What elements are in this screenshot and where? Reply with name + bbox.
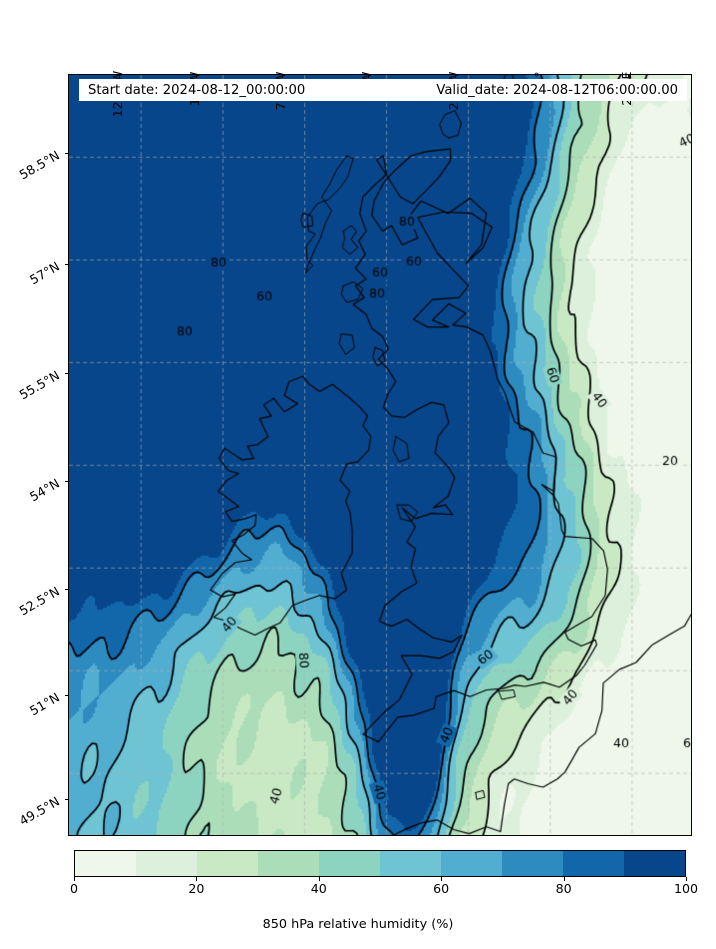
colorbar-tick <box>563 877 565 881</box>
latitude-tick-label: 55.5°N <box>16 367 63 403</box>
latitude-tick <box>64 799 68 800</box>
colorbar-tick-label: 80 <box>555 881 572 896</box>
latitude-tick <box>64 373 68 374</box>
longitude-tick <box>368 74 369 78</box>
latitude-tick-label: 51°N <box>27 689 62 719</box>
latitude-tick-label: 58.5°N <box>16 147 63 183</box>
latitude-tick <box>64 695 68 696</box>
colorbar-band <box>502 851 563 876</box>
latitude-tick-label: 54°N <box>27 475 62 505</box>
relative-humidity-contour-map <box>69 75 691 835</box>
colorbar-tick <box>74 877 75 881</box>
colorbar-tick <box>441 877 443 881</box>
longitude-tick <box>541 74 542 78</box>
map-axes[interactable] <box>68 74 692 836</box>
colorbar[interactable] <box>74 850 686 877</box>
latitude-tick <box>64 153 68 154</box>
latitude-tick-label: 52.5°N <box>16 583 63 619</box>
colorbar-band <box>75 851 136 876</box>
latitude-tick-label: 57°N <box>27 258 62 288</box>
longitude-tick <box>119 74 120 78</box>
longitude-tick <box>628 74 629 78</box>
colorbar-band <box>197 851 258 876</box>
colorbar-tick-label: 60 <box>433 881 450 896</box>
latitude-tick <box>64 589 68 590</box>
colorbar-tick-label: 40 <box>310 881 327 896</box>
colorbar-band <box>624 851 685 876</box>
colorbar-band <box>441 851 502 876</box>
colorbar-band <box>563 851 624 876</box>
start-date-label: Start date: 2024-08-12_00:00:00 <box>88 82 306 98</box>
colorbar-tick-label: 20 <box>188 881 205 896</box>
colorbar-tick-label: 0 <box>69 881 79 896</box>
colorbar-band <box>319 851 380 876</box>
colorbar-band <box>380 851 441 876</box>
colorbar-axis-label: 850 hPa relative humidity (%) <box>262 917 454 932</box>
longitude-tick <box>282 74 283 78</box>
valid-date-label: Valid_date: 2024-08-12T06:00:00.00 <box>436 82 678 98</box>
colorbar-tick <box>196 877 198 881</box>
colorbar-tick-label: 100 <box>673 881 699 896</box>
title-banner: Start date: 2024-08-12_00:00:00 Valid_da… <box>79 79 687 101</box>
colorbar-band <box>258 851 319 876</box>
colorbar-band <box>136 851 197 876</box>
latitude-tick-label: 49.5°N <box>16 793 63 829</box>
longitude-tick <box>196 74 197 78</box>
colorbar-tick <box>686 877 687 881</box>
colorbar-tick <box>318 877 320 881</box>
latitude-tick <box>64 481 68 482</box>
latitude-tick <box>64 264 68 265</box>
longitude-tick <box>455 74 456 78</box>
